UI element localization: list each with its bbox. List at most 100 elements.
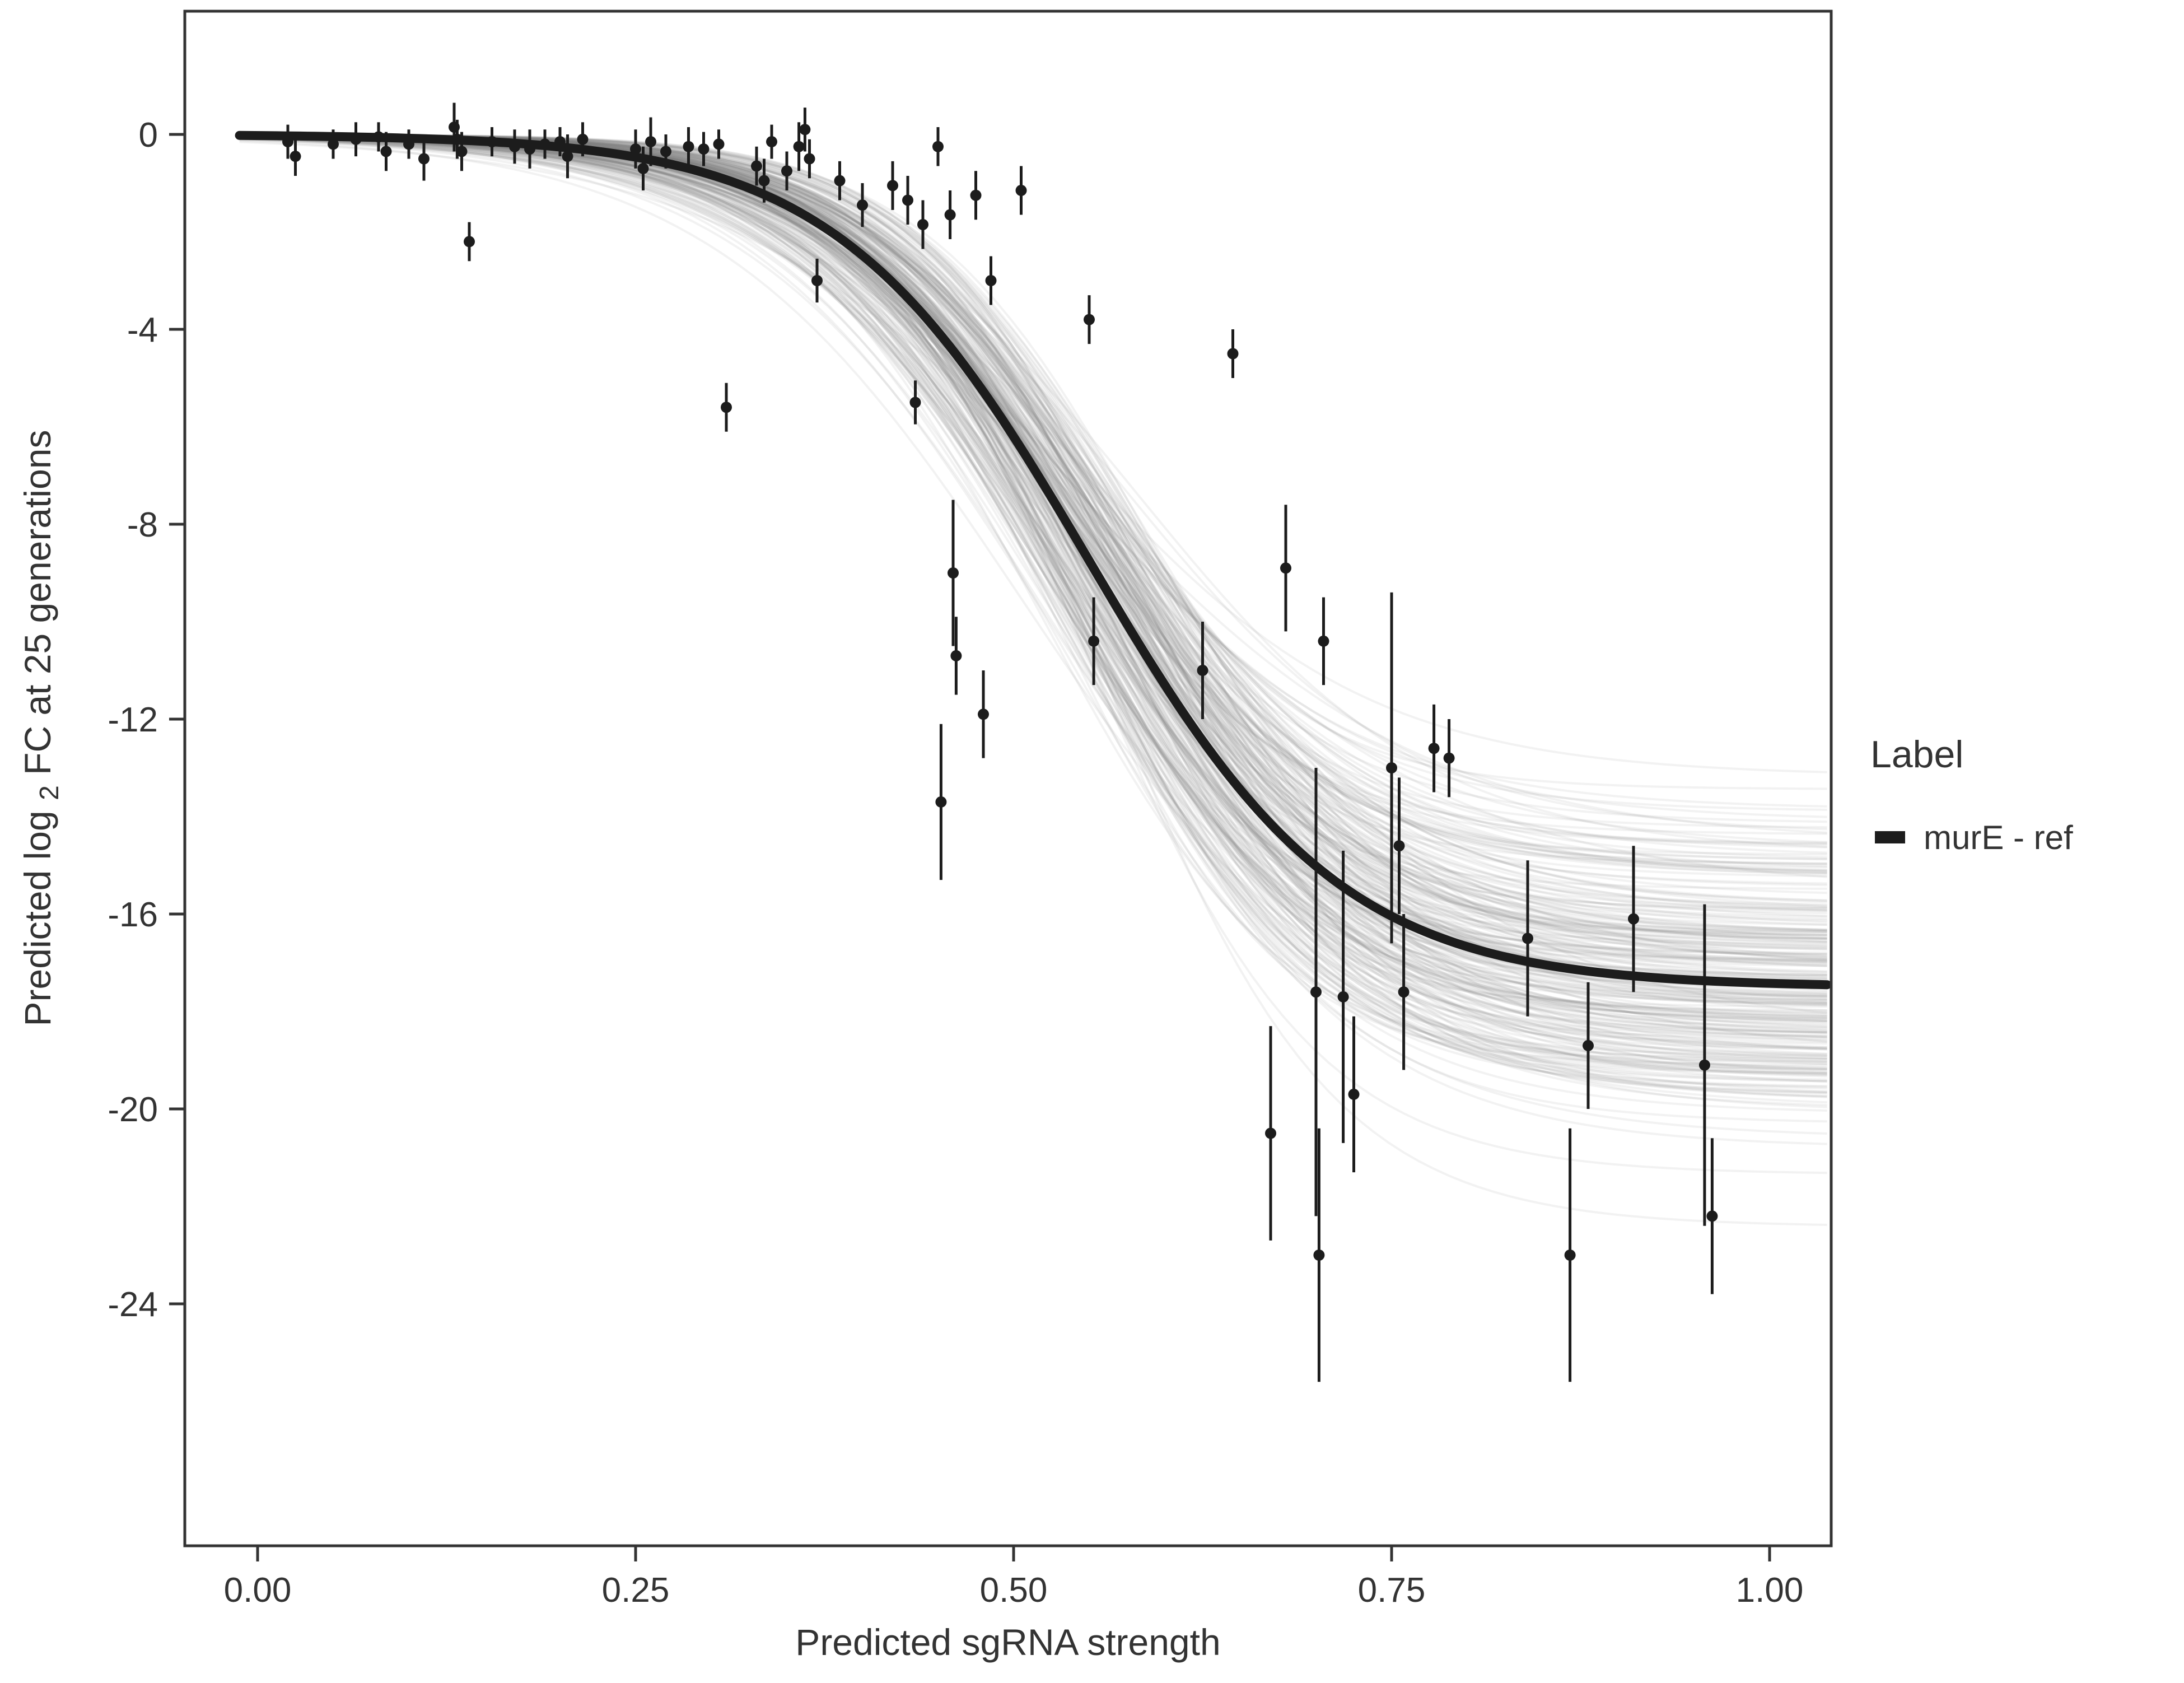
legend-entry-label: murE - ref (1924, 819, 2073, 856)
posterior-sample-curve (239, 136, 1827, 907)
data-point (1337, 991, 1349, 1003)
data-point (1393, 840, 1405, 852)
data-points (282, 102, 1718, 1382)
posterior-sample-curve (239, 137, 1827, 1018)
posterior-sample-curve (239, 133, 1827, 937)
data-point (1227, 348, 1239, 360)
posterior-sample-curve (239, 135, 1827, 1001)
posterior-sample-curve (239, 135, 1827, 1069)
posterior-sample-curve (239, 133, 1827, 910)
data-point (539, 138, 550, 150)
posterior-sample-curve (239, 135, 1827, 940)
y-tick-label: -16 (108, 896, 158, 934)
data-point (713, 138, 725, 150)
y-axis-title: Predicted log 2 FC at 25 generations (17, 430, 66, 1026)
posterior-sample-curve (239, 136, 1827, 773)
posterior-sample-curve (239, 141, 1827, 878)
data-point (758, 175, 770, 187)
data-point (1386, 762, 1397, 773)
posterior-sample-curve (239, 133, 1827, 1034)
posterior-sample-curve (239, 133, 1827, 961)
data-point (944, 209, 956, 221)
posterior-sample-curve (239, 136, 1827, 1005)
posterior-sample-curve (239, 133, 1827, 1005)
y-axis-title-sub: 2 (35, 785, 64, 800)
data-point (524, 143, 535, 155)
posterior-sample-curve (239, 135, 1827, 1049)
x-tick-label: 0.00 (224, 1571, 292, 1610)
legend: Label murE - ref (1870, 733, 2073, 856)
posterior-sample-curve (239, 137, 1827, 963)
posterior-sample-curve (239, 138, 1827, 939)
posterior-sample-curve (239, 139, 1827, 1063)
data-point (637, 162, 649, 174)
posterior-sample-curve (239, 136, 1827, 1001)
data-point (793, 141, 805, 152)
data-point (509, 141, 520, 152)
data-point (781, 165, 792, 177)
x-tick-label: 1.00 (1736, 1571, 1804, 1610)
data-point (766, 136, 777, 148)
posterior-sample-curve (239, 133, 1827, 856)
data-point (902, 194, 913, 206)
data-point (486, 136, 498, 148)
posterior-sample-curve (239, 133, 1827, 936)
posterior-sample-curve (239, 133, 1827, 920)
data-point (645, 136, 656, 148)
data-point (464, 236, 475, 248)
data-point (1628, 913, 1639, 925)
data-point (630, 143, 641, 155)
posterior-sample-curve (239, 138, 1827, 1093)
posterior-sample-curve (239, 137, 1827, 1135)
posterior-sample-curve (239, 133, 1827, 950)
data-point (799, 124, 811, 136)
posterior-sample-curve (239, 133, 1827, 1008)
posterior-sample-curve (239, 135, 1827, 943)
posterior-sample-curve (239, 136, 1827, 1094)
data-point (1564, 1250, 1576, 1261)
posterior-sample-curve (239, 135, 1827, 1076)
posterior-sample-curve (239, 136, 1827, 985)
data-point (1698, 1059, 1710, 1071)
posterior-sample-curve (239, 135, 1827, 1070)
fit-curve (235, 130, 1832, 990)
posterior-sample-curve (239, 137, 1827, 1022)
posterior-sample-curve (239, 136, 1827, 979)
posterior-sample-curve (239, 135, 1827, 963)
data-point (660, 146, 671, 157)
data-point (1313, 1250, 1325, 1261)
posterior-sample-curve (239, 135, 1827, 918)
data-point (683, 141, 694, 152)
y-tick-label: -8 (127, 506, 158, 544)
posterior-sample-curve (239, 137, 1827, 1050)
posterior-sample-curve (239, 135, 1827, 808)
posterior-sample-curve (239, 135, 1827, 1108)
posterior-sample-curve (239, 136, 1827, 975)
data-point (554, 136, 566, 148)
data-point (1398, 986, 1410, 998)
posterior-sample-curve (239, 137, 1827, 1043)
y-axis-title-post: FC at 25 generations (17, 430, 58, 775)
data-point (834, 175, 846, 187)
y-axis: 0 -4 -8 -12 -16 -20 -24 (108, 116, 185, 1324)
data-point (978, 708, 989, 720)
data-point (373, 131, 384, 143)
data-point (1310, 986, 1322, 998)
posterior-sample-curve (239, 138, 1827, 834)
posterior-sample-curve (239, 135, 1827, 1083)
data-point (418, 153, 430, 165)
posterior-sample-curve (239, 136, 1827, 1034)
data-point (350, 133, 362, 145)
posterior-sample-curve (239, 136, 1827, 1050)
data-point (1265, 1127, 1276, 1139)
data-point (577, 133, 589, 145)
x-tick-label: 0.75 (1358, 1571, 1426, 1610)
data-point (1197, 665, 1208, 676)
posterior-sample-curve (239, 135, 1827, 1107)
posterior-sample-curve (239, 135, 1827, 1145)
data-point (950, 650, 962, 661)
posterior-sample-curve (239, 136, 1827, 1090)
data-point (1583, 1039, 1594, 1051)
data-point (403, 138, 414, 150)
